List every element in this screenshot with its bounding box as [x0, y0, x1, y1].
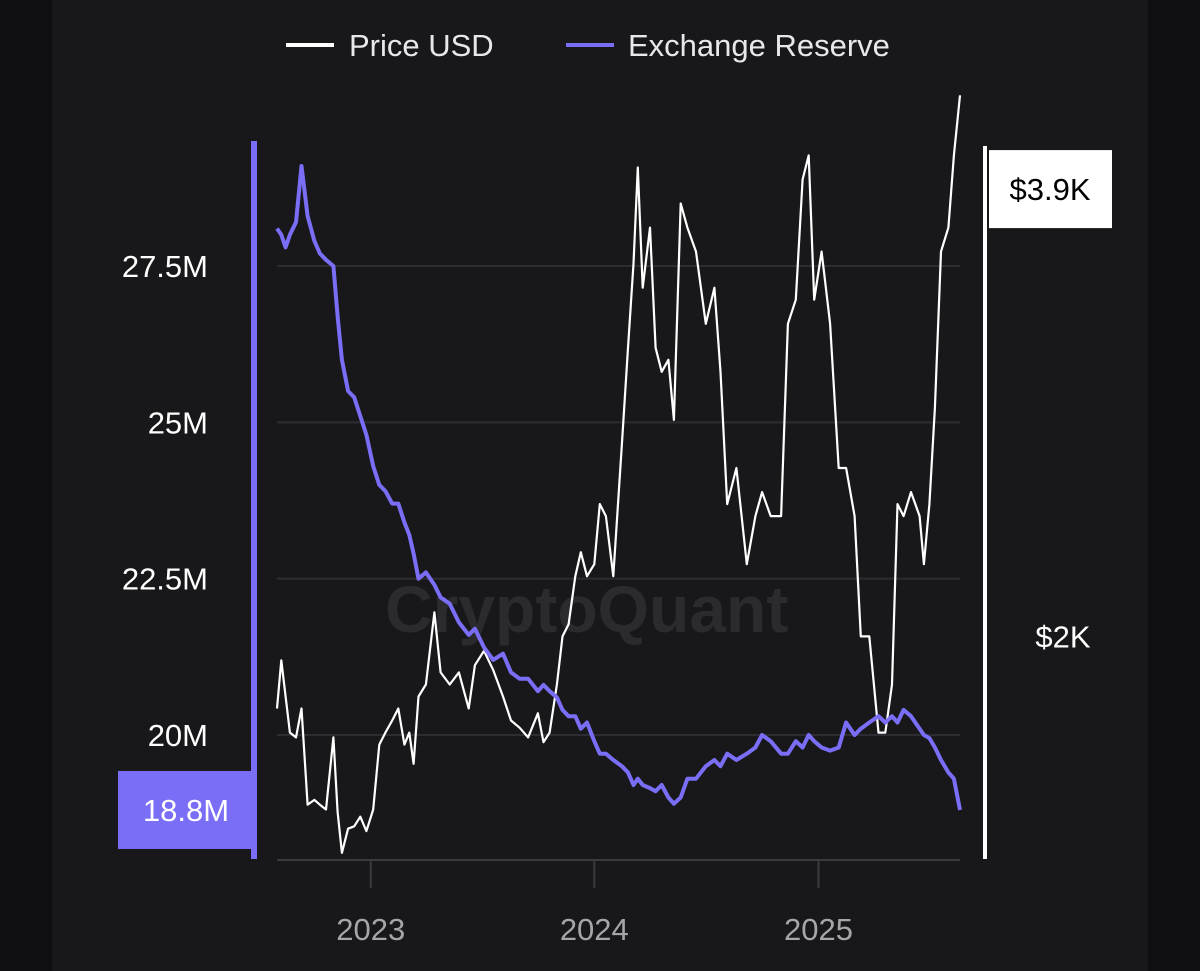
left-axis-tick-label: 22.5M [122, 562, 208, 597]
right-axis-tick-label: $2K [1035, 619, 1090, 654]
legend-label-reserve: Exchange Reserve [628, 28, 890, 63]
left-axis-tick-label: 25M [148, 405, 208, 440]
x-axis-tick-label: 2024 [560, 912, 629, 947]
x-axis-tick-label: 2023 [336, 912, 405, 947]
left-axis-tick-label: 20M [148, 718, 208, 753]
left-axis-bar [251, 141, 257, 859]
x-axis-ticks: 2023 2024 2025 [336, 860, 853, 947]
right-axis-bar [983, 146, 987, 859]
x-axis-tick-label: 2025 [784, 912, 853, 947]
legend: Price USD Exchange Reserve [286, 28, 890, 63]
left-current-badge: 18.8M [118, 771, 254, 849]
right-current-badge: $3.9K [989, 150, 1112, 228]
legend-label-price: Price USD [349, 28, 494, 63]
right-current-badge-label: $3.9K [1009, 172, 1090, 207]
left-axis-tick-label: 27.5M [122, 249, 208, 284]
left-axis-ticks: 27.5M 25M 22.5M 20M [122, 249, 208, 753]
left-current-badge-label: 18.8M [143, 793, 229, 828]
series-price-line [277, 95, 960, 853]
right-axis-ticks: $2K [1035, 619, 1090, 654]
watermark: CryptoQuant [385, 572, 788, 646]
